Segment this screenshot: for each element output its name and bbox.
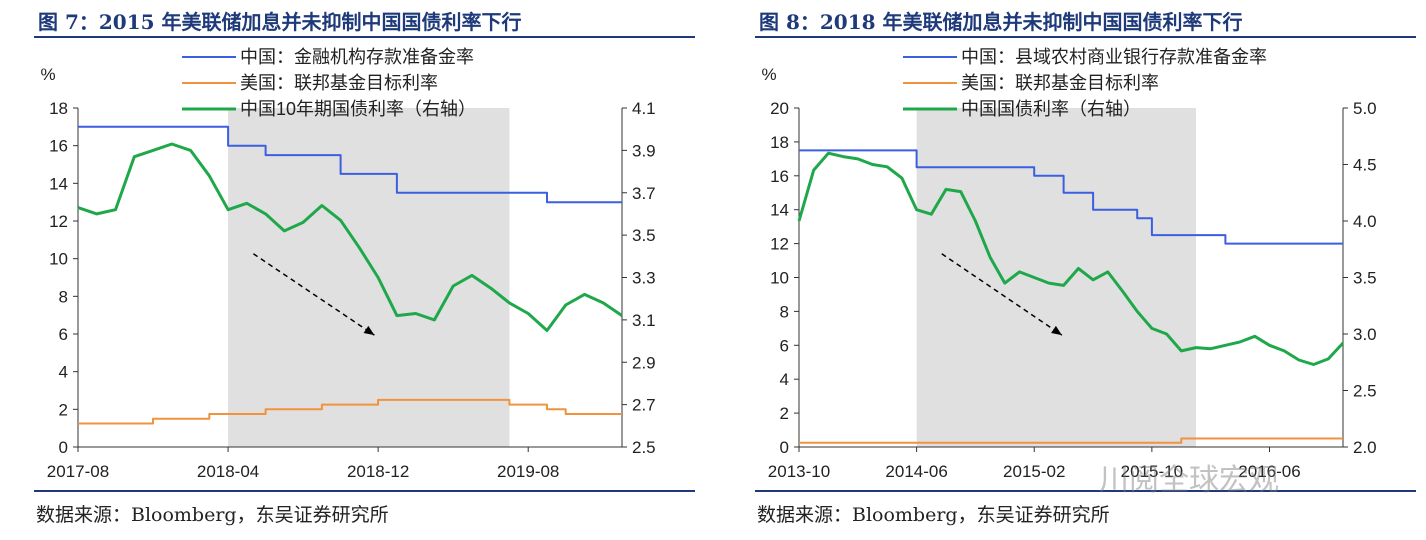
source-note-2: 数据来源：Bloomberg，东吴证券研究所 xyxy=(757,504,1110,526)
right-tick-label: 3.3 xyxy=(632,269,656,288)
source-rule-2 xyxy=(755,490,1416,492)
x-tick-label: 2016-06 xyxy=(1238,462,1300,481)
unit-label: % xyxy=(761,65,776,84)
series-line-1 xyxy=(78,125,622,204)
chart-panel-1: 图 7：2015 年美联储加息并未抑制中国国债利率下行 % 0 2 4 6 8 10 12 14… xyxy=(0,0,705,540)
legend-label-3: 中国国债利率（右轴） xyxy=(961,99,1141,119)
legend-label-3: 中国10年期国债利率（右轴） xyxy=(240,99,476,119)
legend-label-2: 美国：联邦基金目标利率 xyxy=(240,73,438,93)
legend-label-1: 中国：县域农村商业银行存款准备金率 xyxy=(961,47,1267,67)
right-tick-label: 5.0 xyxy=(1353,99,1377,118)
x-tick-label: 2019-08 xyxy=(497,462,559,481)
right-tick-label: 4.1 xyxy=(632,99,656,118)
right-tick-label: 3.9 xyxy=(632,141,656,160)
left-tick-label: 14 xyxy=(49,174,68,193)
trend-arrow-head xyxy=(1051,325,1062,336)
left-tick-label: 12 xyxy=(770,235,789,254)
right-tick-label: 2.7 xyxy=(632,396,656,415)
left-tick-label: 4 xyxy=(780,370,789,389)
x-tick-label: 2018-12 xyxy=(347,462,409,481)
x-tick-label: 2017-08 xyxy=(47,462,109,481)
left-tick-label: 6 xyxy=(780,336,789,355)
left-tick-label: 2 xyxy=(59,400,68,419)
left-tick-label: 8 xyxy=(59,287,68,306)
left-tick-label: 20 xyxy=(770,99,789,118)
left-tick-label: 0 xyxy=(59,438,68,457)
x-tick-label: 2014-06 xyxy=(885,462,947,481)
right-tick-label: 4.0 xyxy=(1353,212,1377,231)
left-tick-label: 12 xyxy=(49,212,68,231)
trend-arrow-shaft xyxy=(941,253,1063,336)
chart-figure-7: % 0 2 4 6 8 10 12 14 16 18 2.5 2.7 2.9 3.1 3.3 3.5 3.7 3.9… xyxy=(40,47,656,481)
right-tick-label: 3.5 xyxy=(1353,269,1377,288)
x-tick-label: 2015-10 xyxy=(1121,462,1183,481)
x-tick-label: 2013-10 xyxy=(768,462,830,481)
series-line-2 xyxy=(78,398,622,425)
right-tick-label: 2.0 xyxy=(1353,438,1377,457)
source-note-1: 数据来源：Bloomberg，东吴证券研究所 xyxy=(36,504,389,526)
chart-title-2: 图 8：2018 年美联储加息并未抑制中国国债利率下行 xyxy=(759,10,1243,34)
trend-arrow-shaft xyxy=(252,253,375,336)
right-tick-label: 2.9 xyxy=(632,353,656,372)
left-tick-label: 16 xyxy=(770,167,789,186)
left-tick-label: 14 xyxy=(770,201,789,220)
title-rule-2 xyxy=(755,36,1416,38)
x-tick-label: 2018-04 xyxy=(197,462,259,481)
right-tick-label: 3.7 xyxy=(632,184,656,203)
right-tick-label: 2.5 xyxy=(632,438,656,457)
series-line-3 xyxy=(797,151,1345,366)
shaded-period xyxy=(228,108,510,447)
shaded-period xyxy=(916,108,1196,447)
legend-label-1: 中国：金融机构存款准备金率 xyxy=(240,47,474,67)
right-tick-label: 3.5 xyxy=(632,226,656,245)
legend-label-2: 美国：联邦基金目标利率 xyxy=(961,73,1159,93)
left-tick-label: 16 xyxy=(49,137,68,156)
series-line-3 xyxy=(77,142,623,332)
watermark-text: 川阅全球宏观 xyxy=(1099,463,1279,498)
left-tick-label: 2 xyxy=(780,404,789,423)
series-line-1 xyxy=(799,149,1343,245)
right-tick-label: 3.1 xyxy=(632,311,656,330)
unit-label: % xyxy=(40,65,55,84)
right-tick-label: 3.0 xyxy=(1353,325,1377,344)
title-rule-1 xyxy=(34,36,695,38)
chart-panel-2: 图 8：2018 年美联储加息并未抑制中国国债利率下行 % 0 2 4 6 8 10 12 14… xyxy=(721,0,1426,540)
left-tick-label: 10 xyxy=(49,250,68,269)
left-tick-label: 8 xyxy=(780,302,789,321)
x-tick-label: 2015-02 xyxy=(1003,462,1065,481)
chart-figure-8: % 0 2 4 6 8 10 12 14 16 18 20 2.0 2.5 3.0 3.5 4.0 4.5 5.0 2… xyxy=(761,47,1377,481)
right-tick-label: 2.5 xyxy=(1353,382,1377,401)
left-tick-label: 6 xyxy=(59,325,68,344)
trend-arrow-head xyxy=(363,325,375,336)
left-tick-label: 4 xyxy=(59,363,68,382)
left-tick-label: 18 xyxy=(770,133,789,152)
left-tick-label: 0 xyxy=(780,438,789,457)
right-tick-label: 4.5 xyxy=(1353,156,1377,175)
source-rule-1 xyxy=(34,490,695,492)
chart-title-1: 图 7：2015 年美联储加息并未抑制中国国债利率下行 xyxy=(38,10,522,34)
left-tick-label: 10 xyxy=(770,269,789,288)
series-line-2 xyxy=(799,437,1343,444)
left-tick-label: 18 xyxy=(49,99,68,118)
